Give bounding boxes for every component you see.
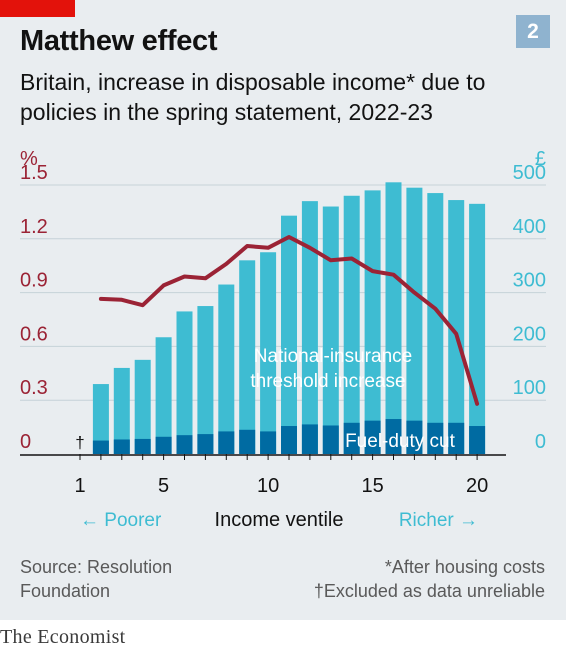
publisher-logo-text: The Economist (0, 626, 126, 648)
x-axis-tick-label: 1 (74, 475, 85, 497)
right-axis-tick-label: 100 (513, 377, 546, 399)
x-axis-tick-label: 10 (257, 475, 279, 497)
nics-bar (406, 187, 423, 454)
nics-bar (239, 260, 256, 454)
right-axis-tick-label: 200 (513, 323, 546, 345)
poorer-direction-label: ← Poorer (80, 510, 162, 531)
fuel-duty-bar (427, 422, 444, 454)
fuel-duty-bar (239, 429, 256, 454)
chart-card: 2 Matthew effect Britain, increase in di… (0, 0, 566, 620)
fuel-duty-bar (406, 420, 423, 454)
brand-red-tag (0, 0, 75, 17)
fuel-duty-bar (343, 422, 360, 454)
left-axis-tick-label: 0 (20, 431, 31, 453)
x-axis-tick-label: 15 (361, 475, 383, 497)
chart-number-badge: 2 (516, 15, 550, 48)
nics-bar (448, 200, 465, 454)
nics-bar (427, 193, 444, 454)
fuel-duty-bar (260, 431, 277, 454)
nics-bar (260, 252, 277, 454)
nics-bar (322, 206, 339, 454)
fuel-duty-bar (322, 425, 339, 454)
fuel-duty-annotation: Fuel-duty cut (345, 431, 456, 452)
nics-bar (113, 367, 130, 454)
footnote-excluded: †Excluded as data unreliable (313, 581, 545, 601)
x-axis-tick-label: 20 (466, 475, 488, 497)
nics-bar (155, 337, 172, 454)
left-axis-tick-label: 0.6 (20, 323, 48, 345)
bar-series (92, 182, 486, 454)
left-axis-unit: % (20, 148, 38, 170)
richer-direction-label: Richer → (399, 510, 478, 531)
footnote-housing-costs: *After housing costs (384, 557, 545, 577)
nics-bar (218, 284, 235, 454)
fuel-duty-bar (281, 426, 297, 454)
fuel-duty-bar (197, 434, 214, 454)
fuel-duty-bar (134, 438, 151, 454)
line-series (98, 235, 480, 406)
right-axis-tick-label: 0 (535, 431, 546, 453)
nics-bar (281, 215, 297, 454)
fuel-duty-bar (364, 420, 381, 454)
right-axis-tick-label: 400 (513, 216, 546, 238)
nics-bar (92, 384, 109, 454)
nics-bar (343, 195, 360, 454)
nics-bar (197, 306, 214, 454)
nics-bar (364, 190, 381, 454)
nics-bar (134, 359, 151, 454)
nics-annotation-line2: threshold increase (250, 371, 405, 392)
chart-subtitle: Britain, increase in disposable income* … (20, 69, 486, 125)
x-axis-tick-label: 5 (158, 475, 169, 497)
nics-bar (176, 311, 193, 454)
left-axis-tick-label: 0.9 (20, 270, 48, 292)
fuel-duty-bar (92, 440, 109, 454)
fuel-duty-bar (385, 419, 402, 454)
fuel-duty-bar (301, 424, 318, 454)
left-axis-tick-label: 1.2 (20, 216, 48, 238)
chart-title: Matthew effect (20, 25, 218, 57)
fuel-duty-bar (176, 435, 193, 454)
left-axis-tick-label: 1.5 (20, 162, 48, 184)
right-axis-tick-label: 500 (513, 162, 546, 184)
x-axis-title: Income ventile (215, 509, 344, 531)
right-axis-unit: £ (535, 148, 546, 170)
fuel-duty-bar (155, 436, 172, 454)
excluded-data-marker: † (75, 433, 84, 452)
nics-bar (385, 182, 402, 454)
left-axis-tick-label: 0.3 (20, 377, 48, 399)
source-note: Source: Resolution Foundation (20, 557, 173, 601)
nics-bar (301, 201, 318, 454)
nics-bar (469, 203, 486, 454)
fuel-duty-bar (113, 439, 130, 454)
nics-annotation-line1: National-insurance (254, 346, 412, 367)
annotations: National-insurance threshold increase Fuel… (250, 346, 455, 452)
fuel-duty-bar (448, 422, 465, 454)
fuel-duty-bar (218, 431, 235, 454)
right-axis-tick-label: 300 (513, 270, 546, 292)
line-series-path (98, 235, 480, 406)
footnotes: *After housing costs †Excluded as data u… (314, 555, 545, 603)
fuel-duty-bar (469, 426, 486, 454)
